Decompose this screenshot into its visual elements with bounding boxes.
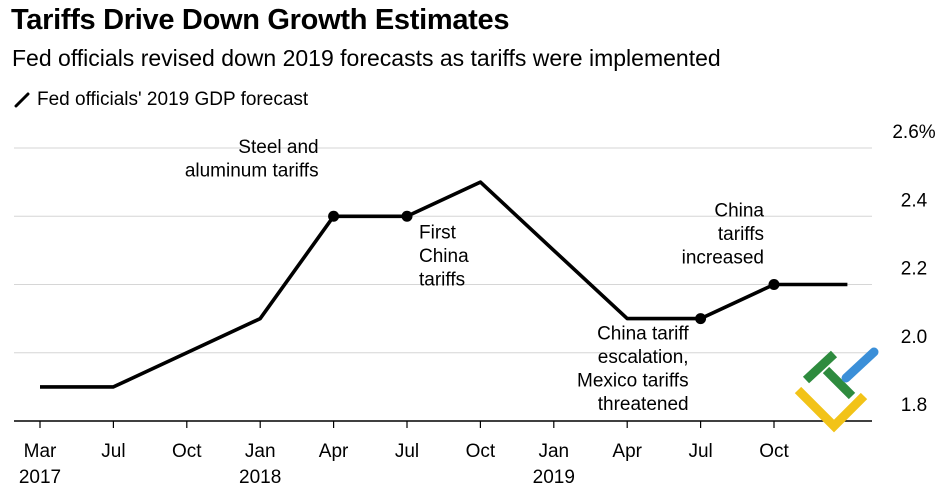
x-tick-label: Jul [688,441,712,462]
annotation-label: Steel and [238,137,318,158]
legend-label: Fed officials' 2019 GDP forecast [37,89,309,110]
annotation-marker [695,313,707,325]
x-tick-year-label: 2017 [19,467,61,488]
x-tick-label: Jan [245,441,276,462]
y-tick-label: 2.0 [901,327,927,348]
annotation-label: China [419,246,469,267]
x-tick-label: Apr [319,441,349,462]
y-tick-label: 1.8 [901,395,927,416]
x-tick-label: Jul [395,441,419,462]
annotation-label: tariffs [419,269,465,290]
x-tick-label: Jan [538,441,569,462]
y-tick-label: 2.4 [901,190,928,211]
annotation-marker [401,210,413,222]
x-tick-label: Oct [172,441,202,462]
annotation-label: Mexico tariffs [577,371,689,392]
x-tick-label: Oct [466,441,496,462]
annotation-label: tariffs [718,224,764,245]
chart-title: Tariffs Drive Down Growth Estimates [11,4,510,36]
x-tick-label: Jul [101,441,125,462]
logo-mark-icon [794,347,879,433]
annotation-label: escalation, [598,347,689,368]
x-tick-label: Apr [612,441,642,462]
legend: Fed officials' 2019 GDP forecast [14,89,308,111]
series-line [40,180,848,389]
chart-subtitle: Fed officials revised down 2019 forecast… [12,45,721,71]
annotation-label: China [714,201,764,222]
annotation-label: China tariff [597,324,689,345]
y-tick-label: 2.2 [901,259,927,280]
y-tick-label: 2.6% [892,122,935,143]
line-icon [14,92,30,108]
x-tick-label: Oct [759,441,789,462]
x-tick-label: Mar [24,441,57,462]
annotation-label: increased [682,248,764,269]
x-tick-year-label: 2018 [239,467,281,488]
annotation-marker [768,279,780,290]
annotation-marker [328,210,340,222]
annotation-label: First [419,222,457,243]
x-tick-year-label: 2019 [533,467,575,488]
annotation-label: threatened [598,394,689,415]
annotation-label: aluminum tariffs [185,160,319,181]
